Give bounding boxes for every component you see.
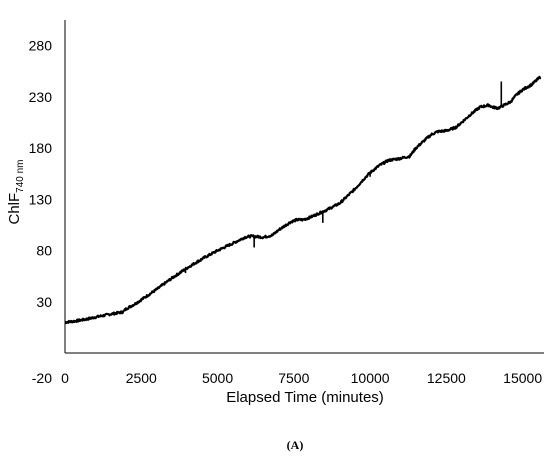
y-tick-label: 80: [36, 243, 52, 259]
x-axis-title: Elapsed Time (minutes): [226, 389, 384, 406]
y-axis-title-subscript: 740 nm: [15, 159, 26, 192]
y-tick-labels: -20 30 80 130 180 230 280: [29, 38, 53, 386]
series-line: [64, 75, 542, 325]
y-tick-label: 280: [29, 38, 53, 54]
panel-label: (A): [287, 438, 304, 452]
x-tick-labels: 0 2500 5000 7500 10000 12500 15000: [61, 370, 542, 386]
y-tick-label: 30: [36, 294, 52, 310]
y-tick-label: 230: [29, 89, 53, 105]
y-tick-label: -20: [32, 370, 52, 386]
x-tick-label: 12500: [427, 370, 466, 386]
x-tick-label: 5000: [202, 370, 233, 386]
y-axis-title: ChlF740 nm: [6, 159, 26, 224]
series-layer: [64, 75, 542, 325]
y-tick-label: 130: [29, 191, 53, 207]
x-tick-label: 15000: [503, 370, 542, 386]
y-axis-title-main: ChlF: [6, 193, 23, 225]
y-tick-label: 180: [29, 140, 53, 156]
x-tick-label: 0: [61, 370, 69, 386]
x-tick-label: 2500: [126, 370, 157, 386]
x-tick-label: 7500: [278, 370, 309, 386]
x-tick-label: 10000: [351, 370, 390, 386]
